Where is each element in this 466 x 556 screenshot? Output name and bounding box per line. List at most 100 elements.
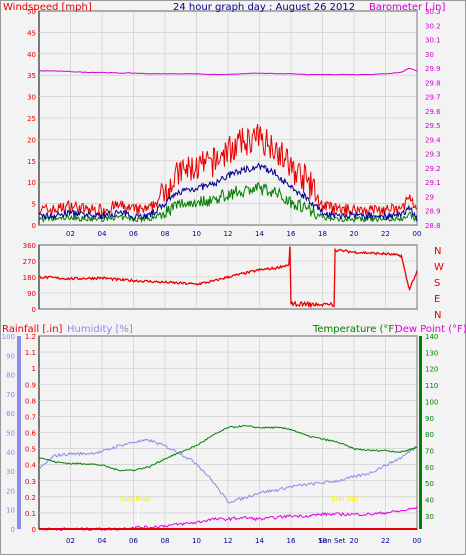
baro-y-tick: 29.4 [425,136,441,144]
temp-y-tick: 60 [425,464,434,472]
wind-x-tick: 20 [350,230,359,238]
rain-y-tick: 1.1 [25,349,36,357]
rainfall-axis-title: Rainfall [.in] [2,324,63,335]
rain-y-tick: 1 [32,365,36,373]
temperature-x-tick: 04 [98,537,107,545]
temperature-x-tick: 22 [381,537,390,545]
rain-y-tick: 1.2 [25,333,36,341]
wind-x-tick: 18 [318,230,327,238]
baro-y-tick: 29.6 [425,108,441,116]
rain-y-tick: 0.1 [25,510,36,518]
temp-y-tick: 80 [425,431,434,439]
humidity-axis-title: Humidity [%] [67,324,133,335]
dewpoint-axis-title: Dew Point (°F) [395,324,466,335]
rain-y-tick: 0.3 [25,478,36,486]
wind-y-tick: 15 [27,158,36,166]
direction-y-tick: 0 [32,306,36,314]
wind-y-tick: 35 [27,72,36,80]
windspeed-avg-line [38,162,418,222]
temperature-x-tick: Sun Set [318,537,345,545]
wind-x-tick: 00 [413,230,422,238]
wind-y-tick: 40 [27,51,36,59]
temperature-x-tick: 06 [129,537,138,545]
temperature-axis-bar [419,336,422,529]
temperature-panel: 0 0.1 0.2 0.3 0.4 0.5 0.6 0.7 0.8 0.9 1 1.1 1.2 0 10 20… [2,333,439,545]
wind-y-tick: 25 [27,115,36,123]
baro-y-tick: 29.8 [425,79,441,87]
windspeed-axis-title: Windspeed [mph] [3,2,92,13]
direction-y-tick: 360 [23,242,36,250]
temperature-x-tick: 10 [192,537,201,545]
temp-y-tick: 120 [425,366,438,374]
temperature-x-tick: 16 [287,537,296,545]
temp-y-tick: 70 [425,447,434,455]
wind-y-tick: 45 [27,29,36,37]
direction-y-tick: 180 [23,274,36,282]
baro-y-tick: 30.1 [425,37,441,45]
sunset-label: Sun Set [331,495,358,503]
wind-y-tick: 10 [27,179,36,187]
barometer-axis-title: Barometer [.in] [369,2,445,13]
baro-y-tick: 29.1 [425,179,441,187]
dewpoint-line [38,506,418,532]
temp-y-tick: 40 [425,497,434,505]
temp-y-tick: 140 [425,333,438,341]
temperature-x-tick: 08 [161,537,170,545]
wind-tick-labels: 0 5 10 15 20 25 30 35 40 45 50 28.8 28.9 29 29.1 29.2 29… [27,8,441,238]
humidity-y-tick: 10 [6,507,15,515]
wind-grid [39,10,418,226]
humidity-y-tick: 0 [11,526,15,534]
baro-y-tick: 30.3 [425,8,441,16]
baro-y-tick: 28.9 [425,208,441,216]
compass-tick: N [434,246,441,257]
windspeed-gust-line [38,123,418,218]
temp-y-tick: 110 [425,382,438,390]
baro-y-tick: 29.2 [425,165,441,173]
wind-y-tick: 50 [27,8,36,16]
wind-x-tick: 22 [381,230,390,238]
baro-y-tick: 29.7 [425,94,441,102]
wind-x-tick: 12 [224,230,233,238]
baro-y-tick: 28.8 [425,222,441,230]
baro-y-tick: 29.9 [425,65,441,73]
compass-tick: W [434,262,444,273]
graph-title: 24 hour graph day : August 26 2012 [173,2,355,13]
temperature-series-group [38,424,418,532]
rain-y-tick: 0 [32,526,36,534]
humidity-axis-bar [17,336,21,529]
wind-y-tick: 5 [32,201,36,209]
humidity-y-tick: 80 [6,372,15,380]
wind-barometer-panel: 0 5 10 15 20 25 30 35 40 45 50 28.8 28.9 29 29.1 29.2 29… [27,8,441,238]
temp-y-tick: 50 [425,480,434,488]
humidity-y-tick: 40 [6,449,15,457]
temperature-line [38,424,418,472]
compass-tick: N [434,310,441,321]
temperature-x-tick: 20 [350,537,359,545]
humidity-y-tick: 60 [6,410,15,418]
temperature-x-tick: 00 [413,537,422,545]
wind-y-tick: 0 [32,222,36,230]
humidity-y-tick: 70 [6,391,15,399]
rain-y-tick: 0.2 [25,494,36,502]
wind-x-tick: 06 [129,230,138,238]
wind-x-tick: 16 [287,230,296,238]
wind-x-tick: 10 [192,230,201,238]
humidity-line [38,438,418,504]
barometer-line [39,67,418,76]
baro-y-tick: 30.2 [425,22,441,30]
wind-x-tick: 02 [66,230,75,238]
humidity-y-tick: 100 [2,333,15,341]
baro-y-tick: 29 [425,193,434,201]
direction-y-tick: 270 [23,258,36,266]
rain-y-tick: 0.5 [25,446,36,454]
temperature-axis-title: Temperature (°F) [312,324,398,335]
temperature-x-tick: 02 [66,537,75,545]
humidity-y-tick: 90 [6,352,15,360]
compass-tick: E [434,294,440,305]
wind-x-tick: 14 [255,230,264,238]
humidity-y-tick: 30 [6,468,15,476]
